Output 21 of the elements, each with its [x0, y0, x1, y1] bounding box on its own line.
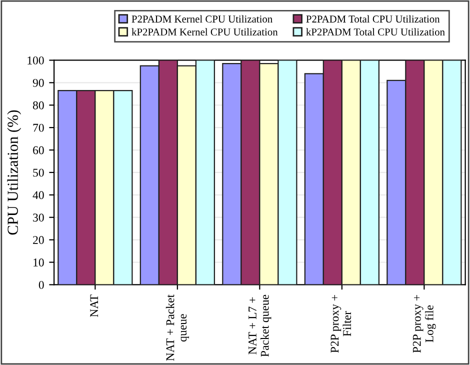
legend-label: P2PADM Kernel CPU Utilization — [132, 15, 272, 23]
x-tick-label: P2P proxy + Filter — [330, 294, 352, 353]
y-tick-label: 0 — [38, 280, 44, 289]
y-tick-label: 70 — [33, 124, 44, 132]
x-tick-label: NAT + Packet queue — [166, 294, 189, 361]
y-tick-label: 20 — [33, 236, 44, 244]
y-tick-label: 30 — [33, 214, 44, 222]
y-tick-label: 60 — [33, 146, 44, 154]
legend-label: P2PADM Total CPU Utilization — [306, 15, 440, 23]
y-tick-label: 100 — [28, 56, 44, 64]
y-tick-label: 80 — [32, 101, 44, 110]
y-tick-label: 90 — [32, 78, 44, 87]
y-tick-label: 40 — [32, 191, 44, 200]
x-tick-label: NAT + L7 + Packet queue — [248, 294, 272, 357]
y-tick-label: 50 — [33, 168, 44, 177]
y-axis-title: CPU Utilization (%) — [7, 110, 22, 235]
legend-label: kP2PADM Kernel CPU Utilization — [132, 28, 278, 36]
legend-label: kP2PADM Total CPU Utilization — [306, 28, 445, 36]
x-tick-label: P2P proxy + Log file — [412, 294, 436, 353]
y-tick-label: 10 — [34, 258, 44, 266]
x-tick-label: NAT — [90, 294, 98, 318]
